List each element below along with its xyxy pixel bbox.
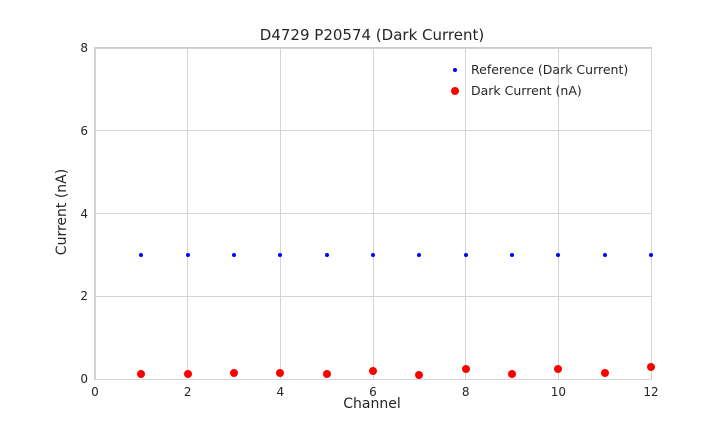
data-point-reference [139, 252, 144, 257]
gridline-y [95, 213, 651, 214]
data-point-reference [510, 252, 514, 257]
y-tick-label: 2 [80, 289, 88, 304]
data-point-dark-current [554, 364, 563, 373]
data-point-dark-current [276, 368, 285, 377]
data-point-dark-current [322, 370, 331, 379]
data-point-dark-current [369, 366, 377, 375]
data-point-reference [371, 252, 375, 257]
data-point-reference [278, 252, 283, 257]
reference-marker-icon [447, 67, 463, 72]
data-point-reference [185, 252, 190, 257]
x-tick-label: 8 [461, 385, 470, 399]
data-point-reference [232, 252, 236, 257]
y-axis-label: Current (nA) [54, 168, 70, 256]
data-point-dark-current [183, 370, 192, 379]
data-point-dark-current [600, 368, 609, 377]
x-axis-label: Channel [343, 396, 401, 412]
legend-item-reference: Reference (Dark Current) [447, 59, 628, 80]
gridline-y [95, 47, 651, 49]
gridline-y [95, 130, 651, 132]
data-point-dark-current [508, 370, 516, 379]
dark-current-marker-icon [447, 86, 463, 95]
legend-label-reference: Reference (Dark Current) [471, 62, 629, 77]
data-point-dark-current [415, 370, 424, 379]
blue-dot-icon [453, 67, 457, 72]
x-tick-label: 2 [183, 385, 192, 399]
chart-title: D4729 P20574 (Dark Current) [259, 26, 485, 44]
data-point-reference [417, 252, 422, 257]
y-tick-label: 6 [80, 123, 88, 138]
legend: Reference (Dark Current) Dark Current (n… [447, 59, 628, 101]
y-tick-label: 8 [80, 41, 88, 55]
x-tick-label: 10 [550, 385, 566, 399]
data-point-reference [649, 252, 653, 257]
data-point-reference [602, 252, 607, 257]
gridline-y [95, 295, 651, 297]
data-point-reference [556, 252, 561, 257]
y-tick-label: 0 [80, 372, 88, 386]
data-point-dark-current [647, 363, 655, 372]
gridline-x [650, 48, 652, 379]
y-tick-label: 4 [80, 206, 88, 221]
data-point-dark-current [230, 368, 238, 377]
data-point-dark-current [137, 370, 146, 379]
legend-label-dark-current: Dark Current (nA) [471, 83, 582, 98]
x-tick-label: 0 [91, 385, 99, 399]
red-dot-icon [451, 86, 459, 95]
x-tick-label: 4 [276, 385, 285, 399]
legend-item-dark-current: Dark Current (nA) [447, 80, 628, 101]
data-point-reference [463, 252, 468, 257]
data-point-dark-current [461, 364, 470, 373]
plot-area: 0 2 4 6 8 10 12 0 2 4 6 8 Reference (Dark Current) … [80, 41, 658, 399]
x-tick-label: 6 [369, 385, 377, 399]
x-tick-label: 12 [643, 385, 659, 399]
data-point-reference [324, 252, 329, 257]
gridline-y [95, 378, 651, 380]
